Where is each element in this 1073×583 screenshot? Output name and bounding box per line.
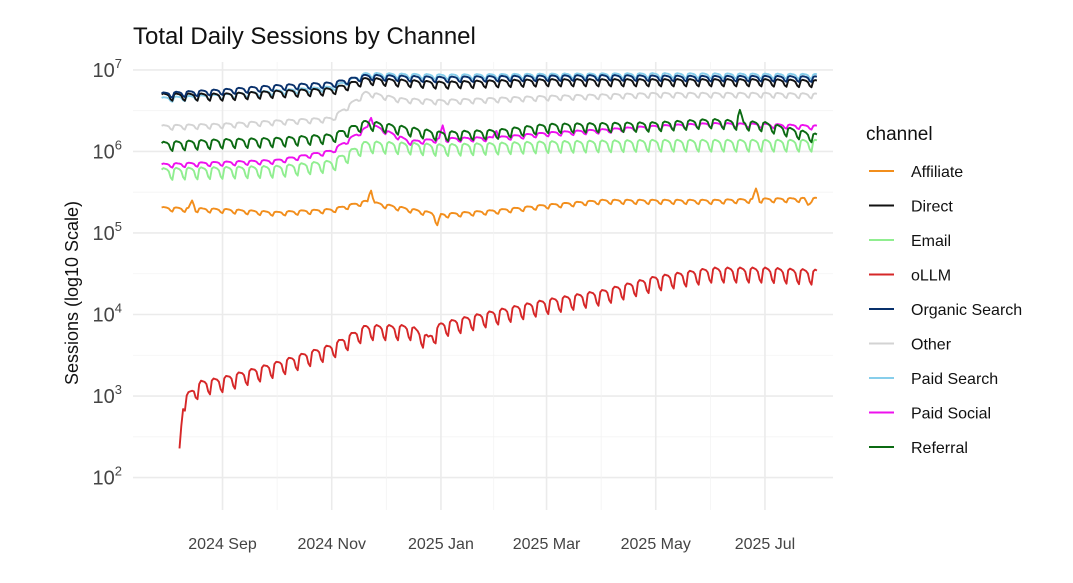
x-axis: 2024 Sep 2024 Nov 2025 Jan 2025 Mar 2025 May…: [188, 536, 795, 553]
x-tick-label: 2024 Nov: [297, 536, 366, 553]
legend-label: Organic Search: [911, 302, 1022, 319]
x-tick-label: 2025 May: [621, 536, 691, 553]
legend: channel Affiliate Direct Email oLLM Organic …: [866, 124, 1022, 457]
series-line-paid-search: [161, 71, 818, 103]
legend-label: Paid Social: [911, 406, 991, 423]
legend-label: Affiliate: [911, 164, 963, 181]
grid: [133, 62, 833, 510]
legend-label: Email: [911, 233, 951, 250]
series-line-ollm: [178, 266, 818, 449]
y-axis: 102 103 104 105 106 107: [93, 56, 122, 490]
legend-label: oLLM: [911, 268, 951, 285]
x-tick-label: 2025 Jan: [408, 536, 474, 553]
x-tick-label: 2025 Jul: [735, 536, 796, 553]
legend-title: channel: [866, 124, 933, 145]
series-lines: [160, 71, 818, 449]
series-line-affiliate: [161, 187, 818, 227]
x-tick-label: 2024 Sep: [188, 536, 257, 553]
legend-label: Other: [911, 337, 952, 354]
series-line-referral: [161, 108, 818, 152]
y-tick-label: 107: [93, 56, 122, 82]
y-axis-title: Sessions (log10 Scale): [62, 201, 82, 385]
chart-title: Total Daily Sessions by Channel: [133, 23, 476, 50]
series-line-organic-search: [161, 73, 818, 99]
y-tick-label: 106: [93, 137, 122, 163]
series-line-direct: [161, 77, 818, 102]
legend-label: Paid Search: [911, 371, 998, 388]
series-line-other: [161, 90, 818, 131]
y-tick-label: 104: [93, 300, 122, 326]
x-tick-label: 2025 Mar: [513, 536, 581, 553]
legend-label: Direct: [911, 199, 953, 216]
series-line-email: [160, 138, 818, 181]
y-tick-label: 103: [93, 382, 122, 408]
legend-label: Referral: [911, 440, 968, 457]
y-tick-label: 105: [93, 219, 122, 245]
y-tick-label: 102: [93, 464, 122, 490]
